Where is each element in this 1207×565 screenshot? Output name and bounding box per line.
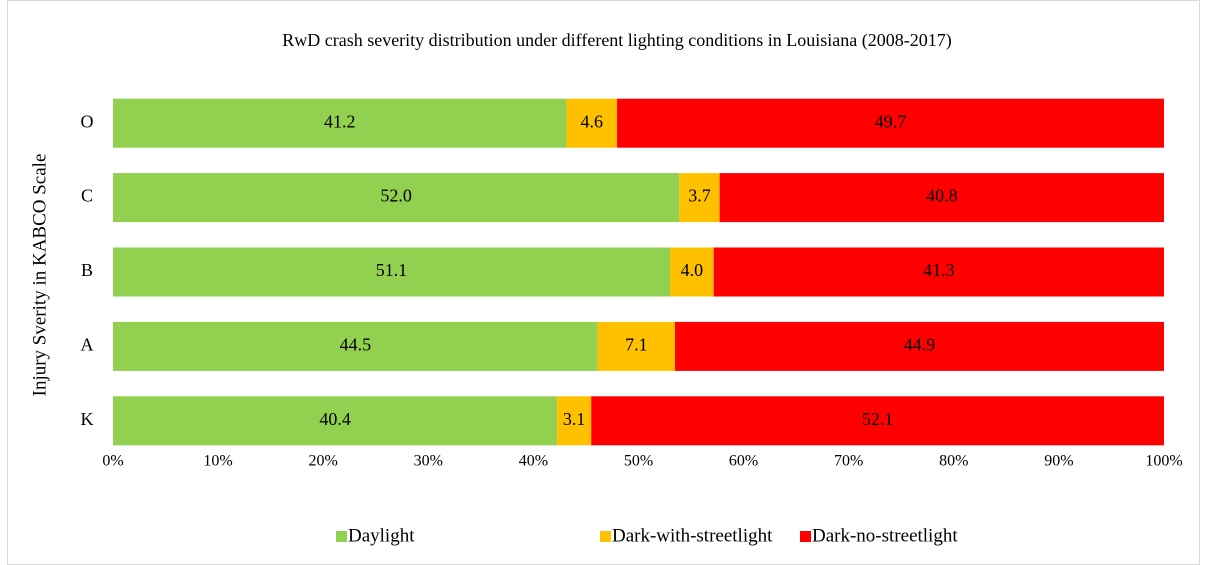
y-tick-label: A <box>81 335 94 355</box>
legend-label: Daylight <box>348 525 415 546</box>
data-label: 40.4 <box>319 409 351 429</box>
data-label: 7.1 <box>625 335 648 355</box>
x-tick-label: 20% <box>309 453 338 470</box>
data-label: 4.0 <box>681 260 704 280</box>
y-tick-label: B <box>81 260 93 280</box>
data-label: 4.6 <box>580 111 603 131</box>
bar-segment <box>566 98 618 148</box>
bar-segment <box>674 321 1164 371</box>
legend-swatch <box>600 531 611 542</box>
y-axis-label: Injury Sverity in KABCO Scale <box>29 154 50 397</box>
data-label: 40.8 <box>926 186 958 206</box>
y-tick-label: K <box>81 409 94 429</box>
data-label: 52.1 <box>862 409 894 429</box>
bar-segment <box>670 247 714 297</box>
bar-segment <box>719 173 1164 223</box>
bar-segment <box>113 396 558 446</box>
x-tick-label: 80% <box>939 453 968 470</box>
x-tick-label: 40% <box>519 453 548 470</box>
legend-label: Dark-with-streetlight <box>612 525 773 546</box>
bar-segment <box>591 396 1164 446</box>
legend-swatch <box>800 531 811 542</box>
bar-segment <box>113 173 680 223</box>
x-tick-label: 10% <box>203 453 232 470</box>
chart-title: RwD crash severity distribution under di… <box>282 30 952 51</box>
data-label: 44.9 <box>904 335 936 355</box>
bar-segment <box>113 247 671 297</box>
y-tick-label: C <box>81 186 93 206</box>
x-tick-label: 100% <box>1145 453 1182 470</box>
bar-segment <box>713 247 1164 297</box>
bar-segment <box>113 98 567 148</box>
data-label: 41.2 <box>324 111 356 131</box>
x-tick-label: 60% <box>729 453 758 470</box>
x-tick-label: 30% <box>414 453 443 470</box>
data-label: 41.3 <box>923 260 955 280</box>
bar-segment <box>679 173 720 223</box>
bar-segment <box>113 321 598 371</box>
x-tick-label: 70% <box>834 453 863 470</box>
x-tick-label: 0% <box>102 453 123 470</box>
bar-segment <box>617 98 1164 148</box>
bar-segment <box>557 396 592 446</box>
data-label: 44.5 <box>340 335 372 355</box>
x-tick-label: 90% <box>1044 453 1073 470</box>
data-label: 52.0 <box>380 186 412 206</box>
data-label: 49.7 <box>875 111 907 131</box>
bar-segment <box>597 321 675 371</box>
data-label: 3.1 <box>563 409 586 429</box>
legend-swatch <box>336 531 347 542</box>
y-tick-label: O <box>81 111 94 131</box>
legend-label: Dark-no-streetlight <box>812 525 958 546</box>
data-label: 3.7 <box>688 186 711 206</box>
x-tick-label: 50% <box>624 453 653 470</box>
data-label: 51.1 <box>376 260 408 280</box>
